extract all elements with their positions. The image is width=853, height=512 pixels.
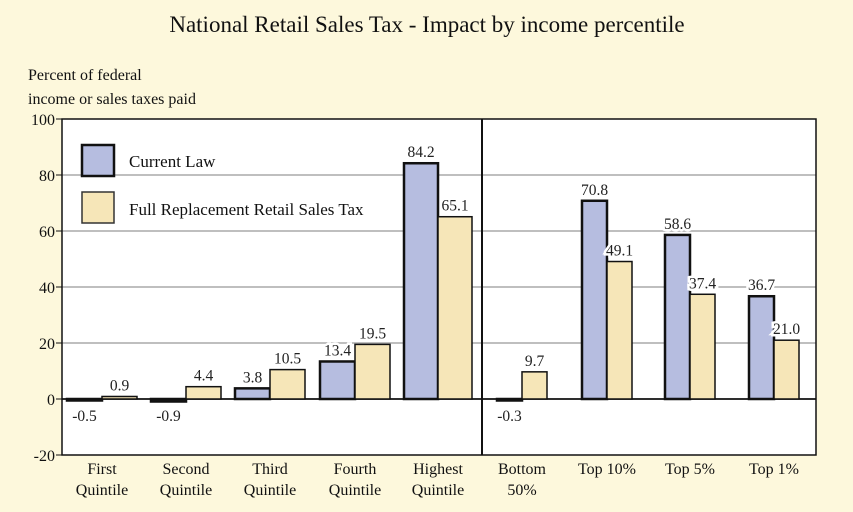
bar-retail-sales-tax: [269, 368, 306, 400]
bar-retail-sales-tax: [773, 339, 800, 400]
data-label: -0.3: [497, 408, 522, 425]
category-label: Fourth: [334, 461, 377, 478]
category-label: 50%: [507, 482, 536, 499]
y-axis-label-line1: Percent of federal: [28, 67, 142, 84]
bar-retail-sales-tax: [354, 343, 391, 400]
data-label: 19.5: [359, 325, 386, 342]
data-label: 21.0: [773, 321, 800, 338]
bar-current-law: [747, 294, 776, 401]
category-label: Top 10%: [578, 461, 636, 478]
plot-frame: [61, 118, 817, 456]
bar-current-law: [402, 161, 440, 401]
bar-current-law: [318, 360, 357, 401]
bar-current-law: [149, 397, 188, 403]
y-tick-label: 60: [39, 224, 55, 241]
category-label: First: [87, 461, 117, 478]
legend-label-current-law: Current Law: [129, 152, 216, 171]
data-label: 9.7: [525, 353, 545, 370]
data-label: 37.4: [689, 275, 716, 292]
data-label: 84.2: [407, 144, 434, 161]
legend-label-retail-sales-tax: Full Replacement Retail Sales Tax: [129, 200, 364, 219]
bar-retail-sales-tax: [185, 385, 222, 400]
y-tick-label: 0: [47, 392, 55, 409]
legend-swatch-current-law: [80, 143, 116, 178]
data-label: -0.5: [72, 408, 97, 425]
bar-current-law: [495, 397, 524, 402]
y-axis-label-line2: income or sales taxes paid: [28, 91, 196, 108]
data-label: 4.4: [194, 368, 214, 385]
data-label: 0.9: [110, 377, 130, 394]
data-label: 58.6: [664, 216, 691, 233]
category-label: Second: [162, 461, 209, 478]
category-label: Quintile: [412, 482, 464, 499]
bar-retail-sales-tax: [521, 371, 548, 400]
category-label: Third: [252, 461, 288, 478]
category-label: Quintile: [160, 482, 212, 499]
category-label: Highest: [413, 461, 463, 478]
category-label: Top 1%: [749, 461, 799, 478]
legend-swatch-retail-sales-tax: [81, 191, 115, 224]
category-label: Top 5%: [665, 461, 715, 478]
data-label: 13.4: [324, 342, 351, 359]
bar-current-law: [233, 387, 272, 401]
data-label: 36.7: [748, 277, 775, 294]
data-label: 65.1: [441, 198, 468, 215]
y-tick-label: 40: [39, 280, 55, 297]
bar-current-law: [663, 233, 692, 401]
data-label: -0.9: [156, 408, 181, 425]
bar-retail-sales-tax: [101, 395, 138, 400]
data-label: 3.8: [243, 369, 263, 386]
bar-current-law: [580, 199, 609, 401]
legend: Current Law Full Replacement Retail Sale…: [80, 143, 364, 224]
category-label: Bottom: [498, 461, 547, 478]
data-label: 49.1: [606, 243, 633, 260]
category-label: Quintile: [329, 482, 381, 499]
bar-current-law: [65, 397, 104, 402]
y-tick-label: 100: [31, 112, 55, 129]
category-label: Quintile: [244, 482, 296, 499]
y-tick-label: 80: [39, 168, 55, 185]
bar-retail-sales-tax: [689, 293, 716, 400]
bar-retail-sales-tax: [606, 260, 633, 400]
category-label: Quintile: [76, 482, 128, 499]
y-tick-label: 20: [39, 336, 55, 353]
bar-retail-sales-tax: [437, 215, 473, 400]
data-label: 10.5: [274, 351, 301, 368]
chart-title: National Retail Sales Tax - Impact by in…: [169, 12, 684, 37]
y-tick-label: -20: [34, 448, 55, 465]
data-label: 70.8: [581, 182, 608, 199]
